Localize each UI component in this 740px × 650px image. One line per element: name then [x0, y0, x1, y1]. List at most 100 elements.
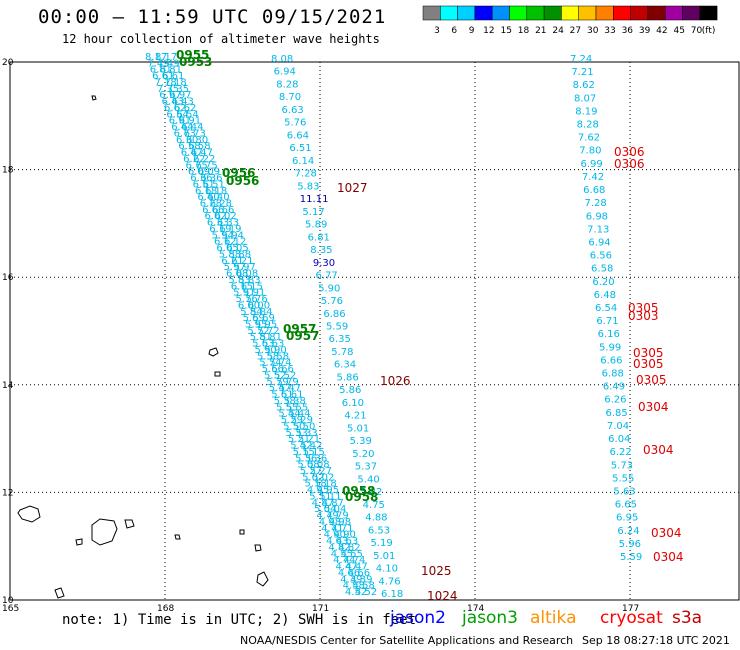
east-swh-label: 7.04	[607, 421, 629, 432]
east-swh-label: 6.54	[595, 303, 617, 314]
jason2-swh-label: 5.02	[302, 472, 324, 483]
colorbar-swatch	[699, 5, 718, 21]
colorbar-label: 39	[639, 26, 651, 36]
jason2-swh-label: 5.69	[243, 313, 265, 324]
island-outline	[54, 587, 65, 599]
jason2-swh-label: 6.21	[221, 256, 243, 267]
jason2-swh-label: 5.27	[300, 466, 322, 477]
jason2-swh-label: 5.08	[297, 460, 319, 471]
jason3-swh-label: 6.77	[316, 271, 338, 282]
jason2-swh-label: 6.15	[241, 281, 263, 292]
jason2-swh-label: 6.51	[193, 179, 215, 190]
jason2-swh-label: 5.97	[234, 262, 256, 273]
jason2-swh-label: 4.95	[307, 485, 329, 496]
east-swh-label: 8.62	[573, 80, 595, 91]
pass-time-label: 1026	[380, 374, 411, 388]
jason2-swh-label: 5.63	[262, 339, 284, 350]
jason2-swh-label: 5.84	[240, 307, 262, 318]
jason2-swh-label: 5.29	[281, 415, 303, 426]
island-outline	[254, 544, 262, 552]
jason3-swh-label: 6.10	[342, 398, 364, 409]
jason2-swh-label: 7.18	[165, 77, 187, 88]
jason2-swh-label: 5.90	[255, 345, 277, 356]
jason3-swh-label: 5.17	[302, 207, 324, 218]
cryosat-time-label: 0305	[628, 301, 659, 315]
jason2-swh-label: 6.62	[164, 103, 186, 114]
jason3-swh-label: 5.82	[360, 487, 382, 498]
jason3-swh-label: 8.08	[271, 54, 293, 65]
jason2-swh-label: 5.61	[281, 390, 303, 401]
legend-s3a: s3a	[672, 608, 703, 628]
jason2-swh-label: 6.58	[178, 141, 200, 152]
jason2-swh-label: 4.55	[341, 549, 363, 560]
colorbar-label: 21	[535, 26, 546, 36]
jason2-swh-label: 6.08	[226, 269, 248, 280]
jason2-swh-label: 5.47	[279, 383, 301, 394]
east-swh-label: 6.56	[590, 251, 612, 262]
jason2-swh-label: 4.47	[345, 562, 367, 573]
jason2-swh-label: 6.36	[200, 173, 222, 184]
lon-tick-label: 174	[467, 604, 484, 614]
jason2-swh-label: 6.33	[217, 218, 239, 229]
jason2-swh-label: 4.74	[333, 555, 355, 566]
jason2-swh-label: 4.52	[355, 587, 377, 598]
jason2-swh-label: 5.91	[243, 288, 265, 299]
lat-tick-label: 20	[2, 58, 14, 68]
jason2-swh-label: 5.74	[269, 358, 291, 369]
east-swh-label: 6.16	[598, 329, 620, 340]
east-swh-label: 5.73	[611, 460, 633, 471]
jason2-swh-label: 4.39	[340, 574, 362, 585]
map-subtitle: 12 hour collection of altimeter wave hei…	[62, 32, 380, 46]
colorbar-label: 6	[451, 26, 457, 36]
jason2-swh-label: 5.88	[219, 249, 241, 260]
lon-tick-label: 168	[157, 604, 174, 614]
jason2-swh-label: 6.81	[150, 65, 172, 76]
jason3-swh-label: 5.83	[297, 181, 319, 192]
jason3-swh-label: 6.35	[329, 334, 351, 345]
jason2-swh-label: 6.97	[169, 90, 191, 101]
island-outline	[91, 95, 97, 101]
cryosat-time-label: 0305	[633, 357, 664, 371]
colorbar-label: 42	[656, 26, 667, 36]
island-outline	[208, 347, 219, 357]
jason2-swh-label: 6.44	[171, 122, 193, 133]
jason2-swh-label: 4.90	[334, 530, 356, 541]
jason2-swh-label: 4.58	[353, 581, 375, 592]
footer-note: note: 1) Time is in UTC; 2) SWH is in fe…	[62, 612, 417, 628]
jason2-swh-label: 4.52	[345, 587, 367, 598]
jason2-swh-label: 5.95	[245, 320, 267, 331]
jason2-swh-label: 6.09	[198, 167, 220, 178]
jason2-swh-label: 8.17	[145, 52, 167, 63]
jason3-time-label: 0956	[226, 174, 259, 188]
jason2-swh-label: 5.15	[293, 447, 315, 458]
east-swh-label: 6.85	[606, 408, 628, 419]
jason2-swh-label: 5.38	[274, 396, 296, 407]
jason2-swh-label: 4.55	[331, 549, 353, 560]
jason3-swh-label: 8.70	[279, 92, 301, 103]
east-swh-label: 6.98	[586, 211, 608, 222]
east-swh-label: 5.99	[599, 342, 621, 353]
jason2-swh-label: 6.18	[205, 186, 227, 197]
jason2-swh-label: 4.66	[348, 568, 370, 579]
jason2-swh-label: 5.11	[309, 491, 331, 502]
colorbar-label: 24	[552, 26, 564, 36]
altimeter-tracks: 8.177.496.816.617.187.356.976.436.626.54…	[145, 48, 684, 603]
jason2-swh-label: 5.52	[264, 370, 286, 381]
legend-cryosat: cryosat	[600, 608, 663, 628]
east-swh-label: 6.95	[616, 513, 638, 524]
jason2-swh-label: 5.42	[290, 441, 312, 452]
island-outline	[256, 571, 269, 587]
jason2-swh-label: 5.79	[266, 377, 288, 388]
jason2-swh-label: 5.33	[295, 428, 317, 439]
jason2-swh-label: 6.18	[195, 186, 217, 197]
jason3-swh-label: 5.01	[373, 551, 395, 562]
colorbar-label: 33	[604, 26, 615, 36]
jason2-swh-label: 5.88	[229, 249, 251, 260]
jason3-swh-label: 6.86	[323, 309, 345, 320]
wave-height-colorbar: 3 6 9 12 15 18 21 24 27 30 33 36 39 42 45 70 (ft)	[422, 5, 718, 36]
jason3-swh-label: 5.39	[350, 436, 372, 447]
jason2-swh-label: 5.97	[224, 262, 246, 273]
jason2-swh-label: 6.08	[236, 269, 258, 280]
pass-time-label: 1027	[337, 181, 368, 195]
footer-generated-date: Sep 18 08:27:18 UTC 2021	[582, 634, 730, 647]
